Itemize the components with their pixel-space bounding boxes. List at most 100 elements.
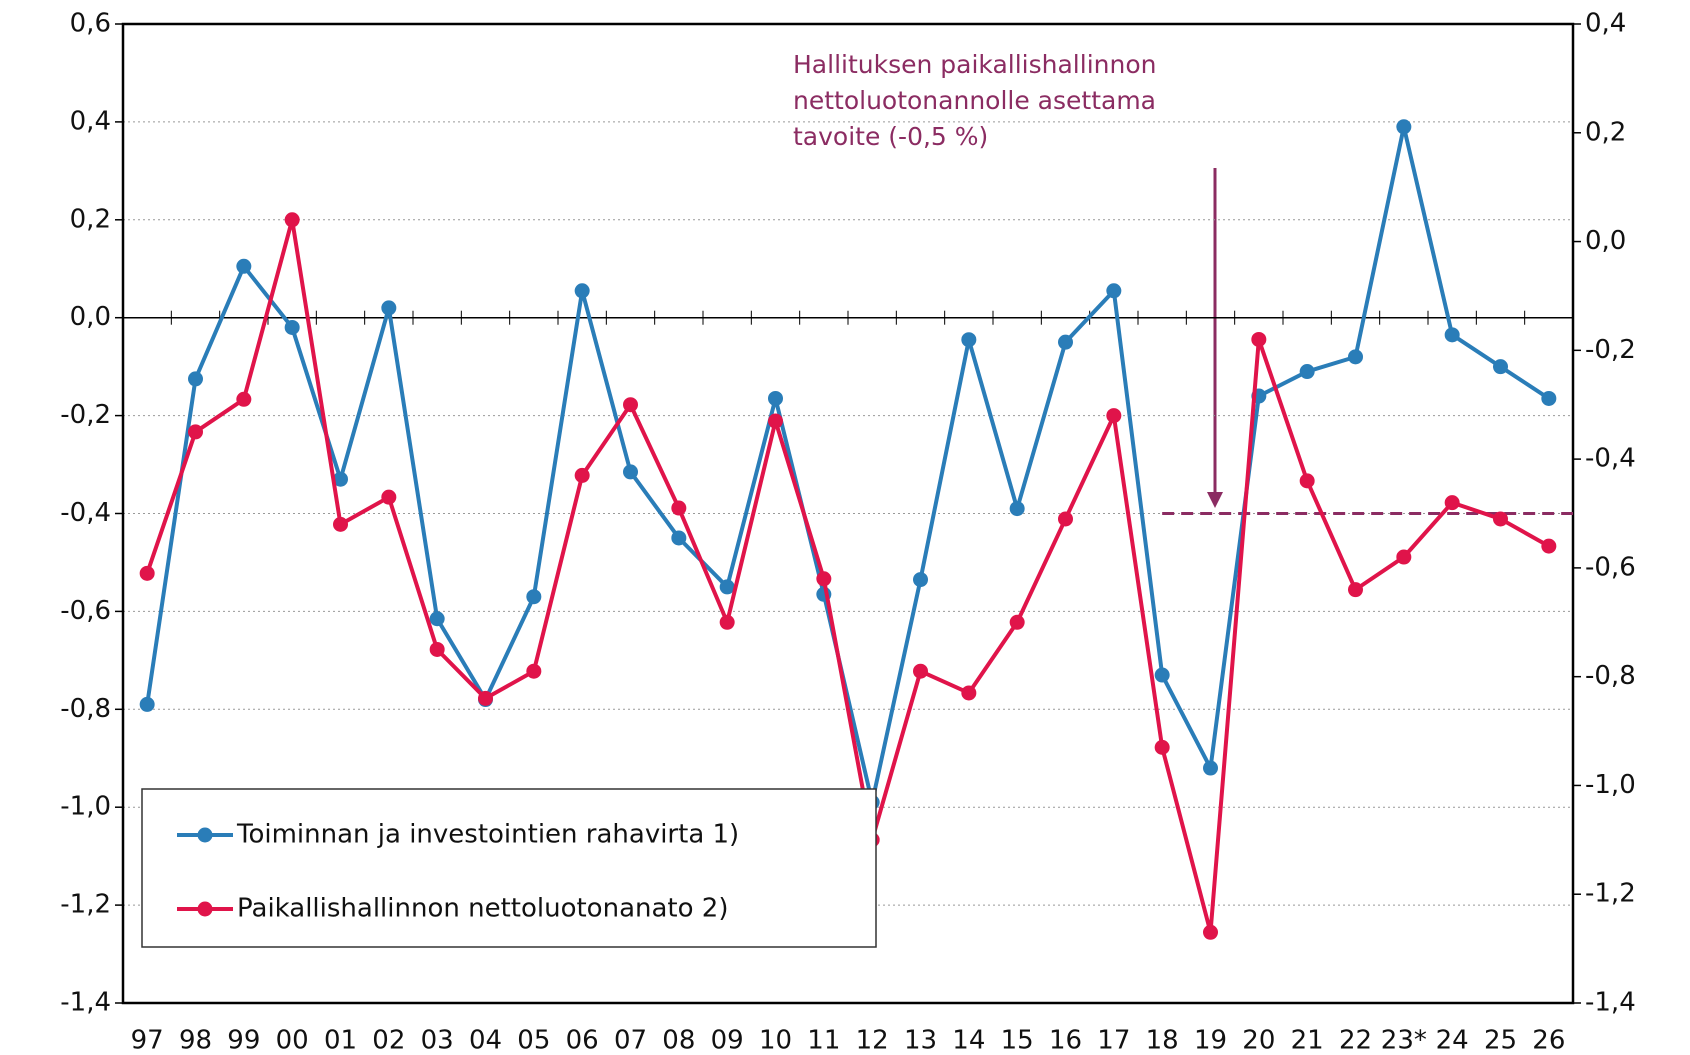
y2-tick-label: 0,4 (1585, 9, 1626, 39)
x-tick-label: 18 (1146, 1026, 1179, 1055)
y-tick-label: -1,4 (60, 988, 111, 1018)
x-tick-label: 97 (131, 1026, 164, 1055)
point (1106, 408, 1122, 424)
point (719, 614, 735, 630)
y-tick-label: 0,2 (70, 204, 111, 234)
point (768, 413, 783, 429)
point (768, 390, 783, 406)
point (284, 212, 300, 228)
x-tick-label: 05 (517, 1026, 550, 1055)
legend-label: Paikallishallinnon nettoluotonanato 2) (237, 894, 728, 924)
point (1493, 511, 1508, 527)
x-tick-label: 14 (952, 1026, 985, 1055)
point (961, 332, 977, 348)
point (1348, 582, 1363, 598)
x-tick-label: 06 (566, 1026, 599, 1055)
point (381, 300, 397, 316)
point (623, 397, 638, 413)
x-tick-label: 16 (1049, 1026, 1082, 1055)
point (1009, 501, 1025, 517)
point (1154, 739, 1170, 755)
x-tick-label: 98 (179, 1026, 212, 1055)
point (913, 572, 928, 588)
point (1348, 349, 1363, 365)
x-tick-label: 15 (1001, 1026, 1034, 1055)
x-tick-label: 26 (1532, 1026, 1565, 1055)
point (526, 663, 542, 679)
y-tick-label: -0,2 (60, 400, 111, 430)
point (188, 371, 203, 387)
point (188, 424, 203, 440)
x-tick-label: 08 (662, 1026, 695, 1055)
x-tick-label: 13 (904, 1026, 937, 1055)
x-tick-label: 22 (1339, 1026, 1372, 1055)
y2-tick-label: -1,4 (1585, 988, 1636, 1018)
legend-marker (197, 901, 213, 917)
point (1009, 614, 1025, 630)
point (623, 464, 638, 480)
point (429, 611, 445, 627)
point (574, 283, 590, 299)
point (1106, 283, 1122, 299)
point (816, 571, 832, 587)
point (381, 489, 397, 505)
x-tick-label: 07 (614, 1026, 647, 1055)
point (671, 530, 687, 546)
x-tick-label: 10 (759, 1026, 792, 1055)
legend-box (141, 788, 877, 948)
x-tick-label: 17 (1097, 1026, 1130, 1055)
y-tick-label: 0,0 (70, 302, 111, 332)
y2-tick-label: -1,2 (1585, 879, 1636, 909)
point (719, 579, 735, 595)
x-tick-label: 02 (372, 1026, 405, 1055)
x-tick-label: 19 (1194, 1026, 1227, 1055)
annotation: tavoite (-0,5 %) (793, 122, 988, 151)
annotation: nettoluotonannolle asettama (793, 86, 1156, 115)
point (1058, 334, 1073, 350)
point (236, 258, 252, 274)
x-tick-label: 25 (1484, 1026, 1517, 1055)
legend-marker (197, 827, 213, 843)
point (1444, 495, 1460, 511)
y2-tick-label: -0,4 (1585, 444, 1636, 474)
point (1299, 473, 1315, 489)
point (1058, 511, 1073, 527)
y2-tick-label: -0,8 (1585, 661, 1636, 691)
series-line (145, 124, 1550, 805)
point (1203, 924, 1218, 940)
point (526, 589, 542, 605)
point (1541, 538, 1557, 554)
x-tick-label: 03 (421, 1026, 454, 1055)
point (1396, 549, 1412, 565)
legend-label: Toiminnan ja investointien rahavirta 1) (236, 820, 739, 850)
x-tick-label: 11 (807, 1026, 840, 1055)
point (1251, 331, 1267, 347)
point (429, 641, 445, 657)
y-tick-label: -1,2 (60, 890, 111, 920)
y-tick-label: 0,6 (70, 9, 111, 39)
point (284, 319, 300, 335)
x-tick-label: 24 (1436, 1026, 1469, 1055)
annotation: Hallituksen paikallishallinnon (793, 50, 1156, 79)
point (236, 391, 252, 407)
x-tick-label: 21 (1291, 1026, 1324, 1055)
y-tick-label: -0,6 (60, 596, 111, 626)
annotation-arrowhead (1207, 492, 1223, 508)
x-tick-label: 09 (711, 1026, 744, 1055)
point (333, 516, 348, 532)
point (139, 565, 155, 581)
point (1154, 667, 1170, 683)
y-tick-label: -1,0 (60, 792, 111, 822)
y-tick-label: -0,4 (60, 498, 111, 528)
point (1203, 760, 1218, 776)
x-tick-label: 12 (856, 1026, 889, 1055)
x-tick-label: 23* (1381, 1026, 1427, 1055)
x-tick-label: 20 (1242, 1026, 1275, 1055)
point (1299, 364, 1315, 380)
y-tick-label: -0,8 (60, 694, 111, 724)
y2-tick-label: -0,6 (1585, 552, 1636, 582)
series-line (145, 217, 1550, 935)
point (478, 690, 493, 706)
x-tick-label: 00 (276, 1026, 309, 1055)
